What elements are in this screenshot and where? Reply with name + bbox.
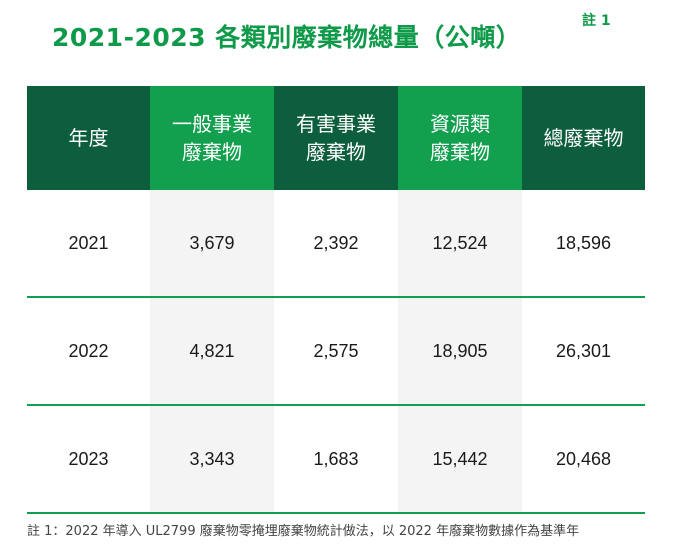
cell-hazardous-waste: 2,575 [274, 297, 398, 406]
cell-total-waste: 26,301 [522, 297, 645, 406]
waste-table: 年度 一般事業 廢棄物 有害事業 廢棄物 資源類 廢棄物 總廢棄物 2021 3… [27, 86, 645, 514]
cell-recyclable-waste: 12,524 [398, 190, 522, 298]
cell-total-waste: 20,468 [522, 405, 645, 514]
cell-year: 2023 [27, 405, 150, 514]
cell-year: 2021 [27, 190, 150, 298]
cell-year: 2022 [27, 297, 150, 406]
footnote: 註 1：2022 年導入 UL2799 廢棄物零掩埋廢棄物統計做法，以 2022… [27, 524, 580, 539]
footnote-marker: 註 1 [582, 13, 611, 29]
cell-general-waste: 4,821 [150, 297, 274, 406]
header-year: 年度 [27, 86, 150, 190]
cell-hazardous-waste: 1,683 [274, 405, 398, 514]
cell-recyclable-waste: 15,442 [398, 405, 522, 514]
table-row: 2022 4,821 2,575 18,905 26,301 [27, 297, 645, 406]
page-title: 2021-2023 各類別廢棄物總量（公噸） [52, 23, 522, 52]
title-area: 2021-2023 各類別廢棄物總量（公噸） 註 1 [0, 0, 678, 84]
cell-recyclable-waste: 18,905 [398, 297, 522, 406]
header-hazardous-waste: 有害事業 廢棄物 [274, 86, 398, 190]
header-row: 年度 一般事業 廢棄物 有害事業 廢棄物 資源類 廢棄物 總廢棄物 [27, 86, 645, 190]
cell-hazardous-waste: 2,392 [274, 190, 398, 298]
table-row: 2023 3,343 1,683 15,442 20,468 [27, 405, 645, 514]
header-general-waste: 一般事業 廢棄物 [150, 86, 274, 190]
cell-general-waste: 3,343 [150, 405, 274, 514]
header-total-waste: 總廢棄物 [522, 86, 645, 190]
cell-total-waste: 18,596 [522, 190, 645, 298]
cell-general-waste: 3,679 [150, 190, 274, 298]
table-row: 2021 3,679 2,392 12,524 18,596 [27, 190, 645, 298]
header-recyclable-waste: 資源類 廢棄物 [398, 86, 522, 190]
